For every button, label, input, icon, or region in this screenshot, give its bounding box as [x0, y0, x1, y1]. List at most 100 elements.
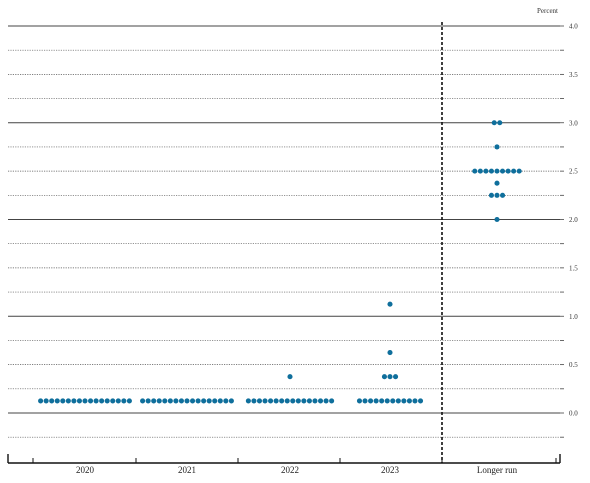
dot-point: [472, 168, 478, 174]
dot-point: [417, 398, 424, 404]
dot-point: [162, 398, 168, 404]
dot-point: [290, 398, 296, 404]
dot-point: [329, 398, 335, 404]
dot-point: [156, 398, 162, 404]
dot-point: [390, 398, 396, 404]
dot-point: [273, 398, 279, 404]
dot-point: [494, 216, 500, 223]
dot-point: [379, 398, 385, 404]
dot-point: [54, 398, 60, 404]
dot-point: [312, 398, 318, 404]
x-category-label: 2023: [381, 465, 400, 475]
y-unit-label: Percent: [537, 7, 558, 15]
dot-point: [395, 398, 401, 404]
dot-point: [301, 398, 307, 404]
dot-point: [195, 398, 201, 404]
y-tick-label: 1.5: [569, 264, 578, 272]
dot-point: [184, 398, 190, 404]
dot-point: [178, 398, 184, 404]
dot-point: [104, 398, 110, 404]
dot-point: [516, 168, 522, 174]
dot-point: [201, 398, 207, 404]
dot-point: [500, 168, 506, 174]
dot-point: [387, 301, 393, 307]
dot-point: [190, 398, 196, 404]
dot-point: [115, 398, 121, 404]
dot-point: [284, 398, 290, 404]
y-tick-label: 3.5: [569, 71, 578, 79]
dots: [38, 120, 522, 404]
dot-point: [173, 398, 179, 404]
dot-point: [167, 398, 173, 404]
x-category-label: 2022: [281, 465, 299, 475]
y-tick-label: 0.0: [569, 410, 578, 418]
dot-point: [256, 398, 263, 404]
dot-point: [295, 398, 301, 404]
dot-point: [76, 398, 82, 404]
gridlines: [8, 25, 564, 438]
y-tick-label: 0.5: [569, 361, 578, 369]
dot-point: [251, 398, 257, 404]
dot-point: [356, 398, 363, 404]
dot-point: [497, 120, 503, 126]
dot-point: [217, 398, 223, 404]
dot-point: [110, 398, 116, 404]
dot-point: [65, 398, 71, 404]
dot-point: [140, 398, 146, 404]
dot-point: [494, 192, 500, 198]
dot-point: [393, 374, 399, 380]
dot-point: [206, 398, 212, 404]
dot-point: [245, 398, 251, 404]
dot-point: [121, 398, 127, 404]
dot-point: [373, 398, 379, 404]
dot-point: [71, 398, 77, 404]
dot-point: [306, 398, 312, 404]
dot-point: [491, 120, 497, 126]
dot-point: [500, 192, 506, 198]
dot-point: [151, 398, 157, 404]
dot-point: [384, 398, 390, 404]
dot-point: [317, 398, 324, 404]
dot-point: [82, 398, 88, 404]
y-tick-label: 2.5: [569, 168, 578, 176]
dot-point: [228, 398, 234, 404]
dot-point: [287, 374, 293, 380]
dot-point: [412, 398, 418, 404]
dot-point: [511, 168, 517, 174]
dot-point: [99, 398, 105, 404]
axes: 0.0 0.5 1.0 1.5 2.0 2.5 3.0 3.5 4.0 2020 2021 2022 2…: [7, 22, 578, 475]
dot-point: [483, 168, 489, 174]
dot-point: [145, 398, 151, 404]
dot-point: [60, 398, 66, 404]
dot-point: [387, 374, 393, 380]
dot-point: [406, 398, 412, 404]
y-tick-label: 3.0: [569, 119, 578, 127]
dot-point: [93, 398, 99, 404]
y-tick-label: 4.0: [569, 23, 578, 31]
dot-point: [212, 398, 218, 404]
dot-point: [494, 168, 500, 174]
dot-point: [477, 168, 483, 174]
dot-point: [223, 398, 229, 404]
dot-point: [268, 398, 274, 404]
dot-point: [368, 398, 374, 404]
dot-point: [38, 398, 44, 404]
dot-point: [387, 349, 393, 356]
dot-point: [323, 398, 329, 404]
dot-point: [401, 398, 407, 404]
dot-point: [279, 398, 285, 404]
dot-point: [43, 398, 49, 404]
x-category-label: Longer run: [477, 465, 518, 475]
dot-point: [381, 374, 388, 380]
dot-point: [126, 398, 132, 404]
dot-point: [262, 398, 268, 404]
dot-point: [494, 180, 500, 186]
y-tick-label: 1.0: [569, 313, 578, 321]
dot-point: [488, 168, 495, 174]
dot-point: [362, 398, 368, 404]
x-category-label: 2020: [76, 465, 95, 475]
dot-point: [488, 192, 495, 198]
dot-point: [494, 144, 500, 150]
dot-point: [88, 398, 94, 404]
